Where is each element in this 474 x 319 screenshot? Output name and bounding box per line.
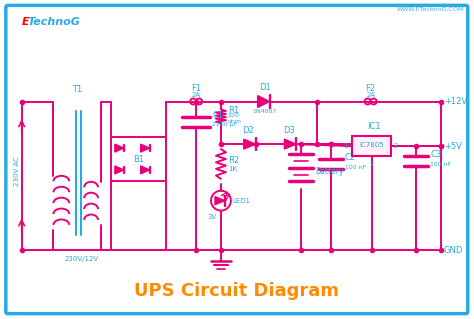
Text: C1: C1 (212, 111, 223, 120)
Text: F1: F1 (191, 84, 201, 93)
Text: 100 nF: 100 nF (430, 162, 451, 167)
Text: IC7805: IC7805 (359, 142, 384, 148)
Text: 230V/12V: 230V/12V (64, 256, 98, 262)
Text: R2: R2 (228, 157, 239, 166)
Text: F2: F2 (365, 84, 376, 93)
Text: R1: R1 (228, 107, 239, 115)
Text: WWW.ETechnoG.COM: WWW.ETechnoG.COM (397, 7, 464, 12)
Text: LED1: LED1 (233, 198, 251, 204)
Polygon shape (115, 166, 124, 174)
Polygon shape (141, 144, 150, 152)
Text: 2: 2 (369, 161, 374, 167)
Text: E: E (22, 17, 29, 27)
Text: 100 nF: 100 nF (345, 165, 366, 170)
Text: D2: D2 (242, 126, 254, 135)
Text: Battery: Battery (315, 167, 344, 176)
Text: UPS Circuit Diagram: UPS Circuit Diagram (134, 282, 339, 300)
Text: 2A: 2A (366, 92, 375, 98)
Text: 1K: 1K (228, 166, 237, 172)
Text: 230V AC: 230V AC (14, 156, 20, 186)
Text: IC1: IC1 (367, 122, 380, 131)
Polygon shape (284, 139, 296, 149)
Text: 3V: 3V (207, 214, 216, 220)
Text: TechnoG: TechnoG (27, 17, 81, 27)
Text: 1: 1 (343, 143, 348, 149)
Polygon shape (215, 197, 225, 204)
Text: D1: D1 (259, 83, 271, 92)
Text: GND: GND (444, 246, 464, 255)
Text: T1: T1 (72, 85, 82, 93)
Text: 220: 220 (228, 114, 240, 118)
Text: ohm: ohm (228, 119, 242, 124)
Text: 2200 µF: 2200 µF (212, 122, 237, 127)
Polygon shape (141, 166, 150, 174)
Bar (111, 137, 166, 181)
Text: 2A: 2A (191, 92, 201, 98)
Text: D3: D3 (283, 126, 295, 135)
Polygon shape (244, 139, 255, 149)
Text: C3: C3 (430, 150, 441, 159)
Bar (352, 136, 392, 156)
Polygon shape (258, 96, 270, 108)
Text: +5V: +5V (444, 142, 462, 151)
Polygon shape (115, 144, 124, 152)
Text: 3: 3 (393, 143, 398, 149)
Text: 1N4007: 1N4007 (252, 109, 277, 115)
Text: +12V: +12V (444, 97, 467, 106)
Text: C2: C2 (345, 153, 356, 162)
Text: B1: B1 (133, 154, 144, 164)
